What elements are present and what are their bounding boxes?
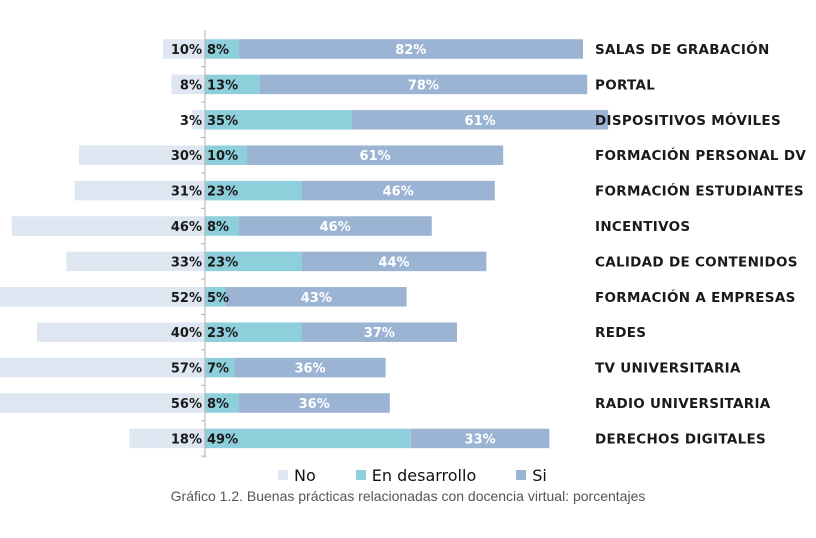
bar-si-dispositivos-moviles [352,110,609,130]
bar-no-formacion-a-empresas [0,287,205,307]
legend-label-en-desarrollo: En desarrollo [371,465,477,485]
label-no-formacion-estudiantes: 31% [171,185,202,200]
label-en-desarrollo-derechos-digitales: 49% [207,432,238,447]
bar-no-tv-universitaria [0,357,205,378]
diverging-bar-chart: 10% 8% 82% SALAS DE GRABACIÓN 8% 13% 78% PORTAL… [0,30,806,458]
label-no-salas-de-grabacion: 10% [171,43,202,58]
legend-item-si: Si [516,466,547,485]
label-en-desarrollo-redes: 23% [207,326,238,341]
label-si-formacion-a-empresas: 43% [301,291,332,306]
label-en-desarrollo-tv-universitaria: 7% [207,362,229,377]
label-si-derechos-digitales: 33% [465,432,496,447]
bar-en-desarrollo-calidad-de-contenidos [205,251,302,272]
bar-si-tv-universitaria [234,357,386,378]
legend-item-en-desarrollo: En desarrollo [355,465,477,485]
bar-no-derechos-digitales [129,428,205,449]
bar-en-desarrollo-redes [205,322,302,342]
category-label-formacion-personal-dv: FORMACIÓN PERSONAL DV [595,146,806,164]
label-no-dispositivos-moviles: 3% [180,114,202,129]
bar-si-calidad-de-contenidos [301,251,487,272]
bar-si-portal [259,74,588,95]
label-en-desarrollo-dispositivos-moviles: 35% [207,114,238,129]
bar-no-formacion-personal-dv [79,145,205,165]
label-no-formacion-a-empresas: 52% [171,291,202,306]
bar-si-derechos-digitales [410,428,550,449]
chart-legend: No En desarrollo Si [278,463,587,487]
label-no-redes: 40% [171,326,202,341]
bar-en-desarrollo-dispositivos-moviles [205,110,352,130]
legend-swatch-no [278,470,288,480]
label-en-desarrollo-formacion-personal-dv: 10% [207,149,238,164]
bar-no-incentivos [11,216,205,236]
label-si-dispositivos-moviles: 61% [465,114,496,129]
bar-no-redes [37,322,205,342]
legend-swatch-en-desarrollo [355,470,366,480]
bar-en-desarrollo-formacion-personal-dv [205,145,247,165]
legend-label-si: Si [532,465,547,485]
label-si-redes: 37% [364,326,395,341]
bar-si-radio-universitaria [238,393,390,413]
label-en-desarrollo-salas-de-grabacion: 8% [207,43,229,58]
bar-no-salas-de-grabacion [163,39,205,59]
label-no-derechos-digitales: 18% [171,432,202,447]
label-en-desarrollo-radio-universitaria: 8% [207,397,229,412]
bar-en-desarrollo-formacion-a-empresas [205,287,226,307]
bar-no-portal [171,74,205,95]
label-en-desarrollo-portal: 13% [207,78,238,93]
bar-en-desarrollo-formacion-estudiantes [205,180,302,201]
label-si-tv-universitaria: 36% [294,362,325,377]
bar-si-salas-de-grabacion [238,39,583,59]
chart-caption: Gráfico 1.2. Buenas prácticas relacionad… [170,488,646,504]
category-label-formacion-estudiantes: FORMACIÓN ESTUDIANTES [595,182,804,200]
label-si-salas-de-grabacion: 82% [395,43,426,58]
category-label-calidad-de-contenidos: CALIDAD DE CONTENIDOS [595,254,798,270]
label-no-calidad-de-contenidos: 33% [171,255,202,270]
label-si-radio-universitaria: 36% [299,397,330,412]
bar-en-desarrollo-portal [205,74,260,95]
label-no-formacion-personal-dv: 30% [171,149,202,164]
bar-no-formacion-estudiantes [74,180,205,201]
bar-en-desarrollo-radio-universitaria [205,393,239,413]
category-label-incentivos: INCENTIVOS [595,219,690,235]
category-label-derechos-digitales: DERECHOS DIGITALES [595,431,766,447]
category-label-portal: PORTAL [595,77,655,93]
label-si-portal: 78% [408,78,439,93]
bar-si-formacion-estudiantes [301,180,495,201]
label-si-formacion-personal-dv: 61% [360,149,391,164]
legend-label-no: No [294,465,316,485]
bar-en-desarrollo-tv-universitaria [205,357,235,378]
category-label-formacion-a-empresas: FORMACIÓN A EMPRESAS [595,288,796,306]
bar-en-desarrollo-incentivos [205,216,239,236]
bar-en-desarrollo-derechos-digitales [205,428,411,449]
legend-item-no: No [278,466,316,485]
category-label-radio-universitaria: RADIO UNIVERSITARIA [595,396,771,412]
bar-si-formacion-personal-dv [247,145,504,165]
bar-no-dispositivos-moviles [192,110,205,130]
label-si-calidad-de-contenidos: 44% [378,255,409,270]
label-en-desarrollo-formacion-estudiantes: 23% [207,185,238,200]
bar-si-formacion-a-empresas [226,287,407,307]
bar-en-desarrollo-salas-de-grabacion [205,39,239,59]
bar-no-radio-universitaria [0,393,205,413]
category-label-tv-universitaria: TV UNIVERSITARIA [595,361,741,377]
label-si-incentivos: 46% [320,220,351,235]
category-label-salas-de-grabacion: SALAS DE GRABACIÓN [595,40,770,58]
category-label-redes: REDES [595,325,646,341]
bar-si-incentivos [238,216,432,236]
legend-swatch-si [516,470,527,480]
label-en-desarrollo-incentivos: 8% [207,220,229,235]
label-en-desarrollo-calidad-de-contenidos: 23% [207,255,238,270]
bar-si-redes [301,322,457,342]
label-no-tv-universitaria: 57% [171,362,202,377]
label-no-portal: 8% [180,78,202,93]
label-si-formacion-estudiantes: 46% [383,185,414,200]
label-en-desarrollo-formacion-a-empresas: 5% [207,291,229,306]
label-no-radio-universitaria: 56% [171,397,202,412]
bar-no-calidad-de-contenidos [66,251,206,272]
label-no-incentivos: 46% [171,220,202,235]
category-label-dispositivos-moviles: DISPOSITIVOS MÓVILES [595,111,781,129]
